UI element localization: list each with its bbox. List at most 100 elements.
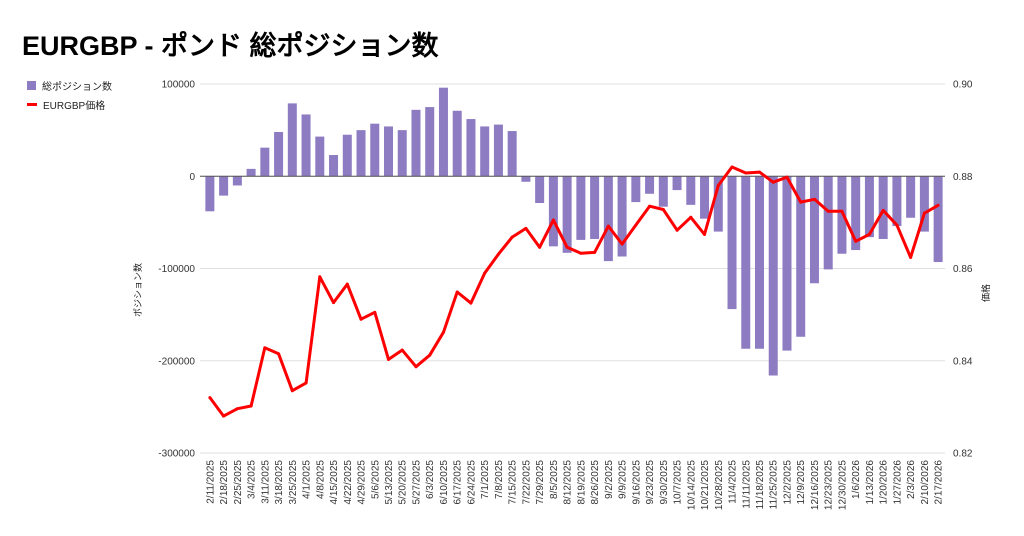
bar <box>548 176 558 247</box>
price-point <box>812 197 816 201</box>
bar <box>507 131 517 177</box>
x-tick: 9/30/2025 <box>659 460 670 505</box>
x-tick: 7/1/2025 <box>480 460 491 499</box>
price-point <box>414 365 418 369</box>
bar <box>205 176 215 212</box>
bar <box>232 176 242 186</box>
y-tick-left: 0 <box>189 172 195 183</box>
bar <box>411 109 421 177</box>
x-tick: 1/20/2026 <box>879 460 890 505</box>
bar <box>480 126 490 177</box>
x-tick: 1/6/2026 <box>851 460 862 499</box>
price-point <box>290 389 294 393</box>
bar <box>438 87 448 177</box>
bar <box>796 176 806 337</box>
price-point <box>565 245 569 249</box>
bar <box>562 176 572 253</box>
x-tick: 3/25/2025 <box>288 460 299 505</box>
y-tick-left: -100000 <box>158 264 195 275</box>
x-tick: 2/18/2025 <box>219 460 230 505</box>
x-tick: 10/21/2025 <box>700 460 711 510</box>
bar <box>301 114 311 177</box>
bar <box>851 176 861 251</box>
bar <box>768 176 778 376</box>
price-point <box>716 183 720 187</box>
bar <box>809 176 819 284</box>
price-point <box>579 251 583 255</box>
bar <box>342 134 352 177</box>
legend-label: EURGBP価格 <box>43 101 106 112</box>
price-point <box>222 414 226 418</box>
x-tick: 2/25/2025 <box>233 460 244 505</box>
y-tick-left: 100000 <box>162 80 196 91</box>
x-tick: 7/29/2025 <box>535 460 546 505</box>
price-point <box>799 200 803 204</box>
y-tick-left: -200000 <box>158 356 195 367</box>
x-tick: 4/29/2025 <box>357 460 368 505</box>
x-tick: 10/7/2025 <box>673 460 684 505</box>
y-tick-right: 0.88 <box>953 172 973 183</box>
price-point <box>785 175 789 179</box>
price-point <box>661 207 665 211</box>
x-tick: 11/25/2025 <box>769 460 780 510</box>
price-point <box>318 275 322 279</box>
x-tick: 12/30/2025 <box>837 460 848 510</box>
y-tick-right: 0.84 <box>953 356 973 367</box>
price-point <box>304 381 308 385</box>
x-tick: 5/20/2025 <box>398 460 409 505</box>
bar <box>370 123 380 177</box>
price-point <box>538 245 542 249</box>
bar <box>397 130 407 177</box>
price-point <box>854 239 858 243</box>
price-point <box>744 171 748 175</box>
x-tick: 3/18/2025 <box>274 460 285 505</box>
bar <box>837 176 847 254</box>
x-tick: 6/17/2025 <box>453 460 464 505</box>
x-tick: 8/19/2025 <box>576 460 587 505</box>
price-point <box>359 317 363 321</box>
x-tick: 4/15/2025 <box>329 460 340 505</box>
bar <box>576 176 586 240</box>
price-point <box>840 209 844 213</box>
x-tick: 8/26/2025 <box>590 460 601 505</box>
bar <box>892 176 902 227</box>
y-tick-right: 0.82 <box>953 449 973 460</box>
bar <box>933 176 943 263</box>
x-tick: 1/13/2026 <box>865 460 876 505</box>
bar <box>631 176 641 203</box>
price-point <box>909 255 913 259</box>
price-point <box>345 282 349 286</box>
price-point <box>524 226 528 230</box>
price-point <box>620 242 624 246</box>
bar <box>493 124 503 177</box>
y-axis-left-title: ポジション数 <box>132 263 144 317</box>
x-tick: 4/1/2025 <box>302 460 313 499</box>
x-tick: 5/27/2025 <box>412 460 423 505</box>
legend-item-price: EURGBP価格 <box>27 97 105 112</box>
legend-swatch-bar <box>27 81 36 90</box>
bar <box>755 176 764 349</box>
price-point <box>689 215 693 219</box>
x-tick: 12/2/2025 <box>783 460 794 505</box>
price-point <box>235 407 239 411</box>
x-tick: 10/28/2025 <box>714 460 725 510</box>
x-tick: 2/17/2026 <box>934 460 945 505</box>
bar <box>384 126 393 177</box>
bar <box>603 176 613 262</box>
bar <box>782 176 792 351</box>
price-point <box>648 204 652 208</box>
price-point <box>249 404 253 408</box>
x-tick: 7/15/2025 <box>508 460 519 505</box>
x-tick: 11/4/2025 <box>728 460 739 504</box>
bar <box>823 176 833 270</box>
price-line <box>208 165 939 418</box>
price-point <box>400 348 404 352</box>
x-tick: 8/12/2025 <box>563 460 574 505</box>
price-point <box>373 310 377 314</box>
legend-label: 総ポジション数 <box>42 82 112 93</box>
x-tick: 2/10/2026 <box>920 460 931 505</box>
bar <box>287 103 297 177</box>
price-point <box>510 235 514 239</box>
price-point <box>483 271 487 275</box>
x-tick: 2/3/2026 <box>906 460 917 499</box>
